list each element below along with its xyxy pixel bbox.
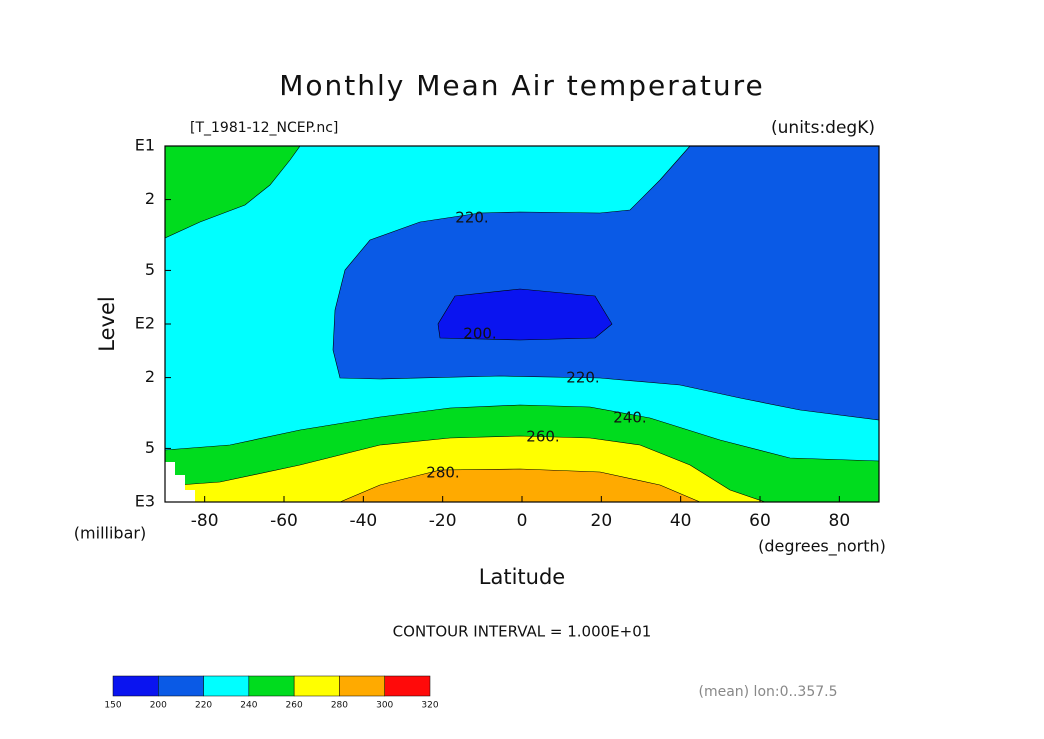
y-tick-label: E1 bbox=[135, 136, 155, 155]
source: [T_1981-12_NCEP.nc] bbox=[190, 120, 338, 136]
missing-data bbox=[165, 462, 195, 502]
units: (units:degK) bbox=[771, 118, 875, 138]
colorbar-label: 200 bbox=[150, 701, 167, 711]
colorbar-box bbox=[203, 675, 250, 697]
colorbar-box bbox=[384, 675, 431, 697]
colorbar-label: 280 bbox=[331, 701, 348, 711]
x-tick-label: 20 bbox=[591, 511, 613, 531]
colorbar-label: 150 bbox=[104, 701, 121, 711]
contour-region bbox=[339, 468, 701, 503]
contour-label: 280. bbox=[426, 464, 459, 482]
colorbar-label: 300 bbox=[376, 701, 393, 711]
x-tick-label: -60 bbox=[270, 511, 298, 531]
colorbar-label: 240 bbox=[240, 701, 257, 711]
colorbar-box bbox=[158, 675, 204, 697]
contour-label: 200. bbox=[463, 325, 496, 343]
x-tick-label: 0 bbox=[517, 511, 528, 531]
x-tick-label: 40 bbox=[670, 511, 692, 531]
x-axis-title: Latitude bbox=[479, 565, 565, 589]
y-unit: (millibar) bbox=[74, 524, 146, 543]
y-tick-label: 2 bbox=[145, 189, 155, 208]
colorbar-box bbox=[248, 675, 295, 697]
y-tick-label: 5 bbox=[145, 260, 155, 279]
y-axis-title: Level bbox=[95, 296, 119, 351]
x-tick-label: 80 bbox=[829, 511, 851, 531]
colorbar-label: 220 bbox=[195, 701, 212, 711]
colorbar-label: 320 bbox=[421, 701, 438, 711]
contour-label: 240. bbox=[613, 409, 646, 427]
contour-region bbox=[332, 145, 880, 421]
y-tick-label: E2 bbox=[135, 314, 155, 333]
chart-title: Monthly Mean Air temperature bbox=[279, 69, 765, 102]
colorbar-label: 260 bbox=[286, 701, 303, 711]
contour-label: 220. bbox=[455, 209, 488, 227]
contour-label: 220. bbox=[566, 369, 599, 387]
x-tick-label: -20 bbox=[429, 511, 457, 531]
x-tick-label: -40 bbox=[349, 511, 377, 531]
colorbar-box bbox=[293, 675, 340, 697]
y-tick-label: E3 bbox=[135, 492, 155, 511]
contour-region bbox=[437, 288, 613, 341]
x-unit: (degrees_north) bbox=[758, 537, 886, 557]
y-tick-label: 5 bbox=[145, 438, 155, 457]
contour-region bbox=[164, 145, 301, 239]
colorbar-box bbox=[339, 675, 385, 697]
x-tick-label: 60 bbox=[749, 511, 771, 531]
contour-interval: CONTOUR INTERVAL = 1.000E+01 bbox=[393, 623, 652, 641]
y-tick-label: 2 bbox=[145, 367, 155, 386]
colorbar-box bbox=[112, 675, 159, 697]
contour-label: 260. bbox=[526, 428, 559, 446]
note: (mean) lon:0..357.5 bbox=[698, 684, 837, 700]
x-tick-label: -80 bbox=[191, 511, 219, 531]
